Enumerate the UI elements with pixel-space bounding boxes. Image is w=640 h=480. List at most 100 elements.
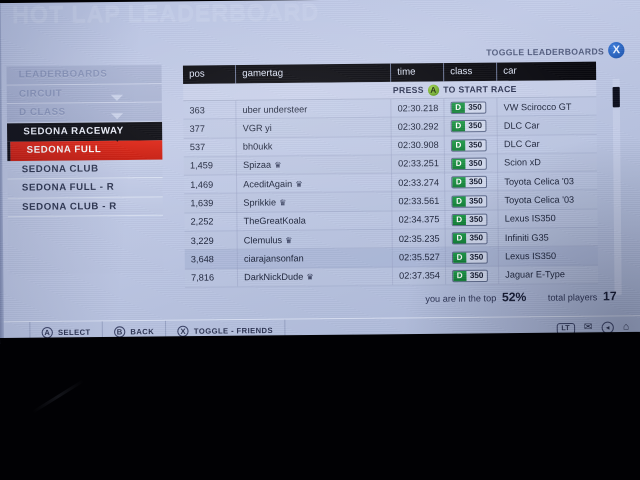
column-header-pos: pos	[182, 65, 237, 84]
cell-car: Infiniti G35	[504, 231, 549, 243]
sidebar-item-circuit[interactable]: CIRCUIT	[6, 83, 162, 104]
cell-class: D 350	[444, 135, 498, 155]
performance-index: 350	[469, 195, 483, 206]
crown-icon: ♛	[306, 272, 314, 282]
performance-index: 350	[469, 270, 484, 280]
scrollbar-thumb[interactable]	[612, 86, 620, 108]
sidebar-item-label: CIRCUIT	[18, 87, 63, 100]
cell-pos: 537	[183, 137, 237, 157]
cell-pos: 3,648	[184, 249, 238, 269]
column-header-gamertag: gamertag	[235, 63, 392, 84]
class-badge: D 350	[451, 232, 488, 245]
gamertag-text: VGR yi	[242, 122, 272, 134]
cell-gamertag: ciarajansonfan	[237, 248, 393, 269]
crown-icon: ♛	[285, 235, 293, 245]
performance-index: 350	[468, 102, 482, 112]
cell-time: 02:33.561	[392, 191, 446, 211]
sidebar-item-sedona-raceway[interactable]: SEDONA RACEWAY	[7, 121, 163, 142]
sidebar-item-label: SEDONA RACEWAY	[23, 124, 124, 137]
scrollbar[interactable]	[612, 78, 622, 296]
cell-car: Lexus IS350	[504, 213, 556, 224]
cell-class: D 350	[445, 247, 500, 267]
cell-pos: 3,229	[184, 230, 238, 251]
cell-gamertag: DarkNickDude ♛	[237, 266, 394, 287]
sidebar-item-sedona-club[interactable]: SEDONA CLUB	[7, 159, 163, 180]
cell-pos: 2,252	[184, 212, 238, 232]
cell-pos: 1,469	[183, 174, 238, 195]
class-letter: D	[451, 139, 466, 152]
chevron-down-icon	[111, 133, 124, 142]
sidebar-item-leaderboards[interactable]: LEADERBOARDS	[6, 64, 162, 86]
sidebar: LEADERBOARDS CIRCUIT D CLASS SEDONA RACE…	[6, 64, 164, 275]
cell-class: D 350	[445, 228, 499, 248]
class-letter: D	[451, 120, 465, 133]
cell-time: 02:30.908	[391, 135, 445, 155]
class-badge: D 350	[450, 120, 487, 133]
cell-class: D 350	[445, 265, 500, 285]
gamertag-text: bh0ukk	[242, 141, 273, 152]
cell-car: Lexus IS350	[504, 250, 557, 262]
cell-gamertag: bh0ukk	[236, 136, 392, 157]
class-badge: D 350	[451, 176, 488, 189]
close-icon[interactable]: X	[608, 41, 625, 59]
sidebar-item-sedona-full-r[interactable]: SEDONA FULL - R	[7, 177, 163, 199]
gamertag-text: ciarajansonfan	[243, 253, 304, 264]
class-letter: D	[452, 195, 466, 208]
cell-time: 02:30.292	[391, 116, 445, 137]
sidebar-item-sedona-club-r[interactable]: SEDONA CLUB - R	[7, 196, 163, 218]
cell-time: 02:34.375	[392, 210, 446, 230]
cell-gamertag: VGR yi	[236, 117, 392, 138]
cell-car: Toyota Celica '03	[504, 175, 575, 187]
cell-class: D 350	[444, 116, 498, 136]
sidebar-item-d-class[interactable]: D CLASS	[6, 102, 163, 123]
sidebar-item-label: SEDONA FULL - R	[21, 181, 115, 194]
table-body: 363 uber understeer 02:30.218 D 350 VW Sciroc…	[183, 97, 599, 288]
class-letter: D	[452, 176, 466, 189]
cell-time: 02:33.251	[391, 154, 446, 174]
class-badge: D 350	[451, 213, 488, 227]
cell-pos: 363	[183, 100, 237, 120]
column-header-class: class	[444, 62, 498, 82]
button-label: TOGGLE - FRIENDS	[193, 325, 274, 336]
cell-class: D 350	[445, 191, 499, 211]
cell-time: 02:37.354	[392, 266, 447, 286]
performance-index: 350	[468, 139, 483, 150]
game-screen: HOT LAP LEADERBOARD TOGGLE LEADERBOARDS …	[0, 0, 640, 351]
cell-pos: 1,639	[184, 193, 238, 213]
performance-index: 350	[469, 233, 484, 243]
sidebar-item-label: LEADERBOARDS	[18, 68, 108, 81]
table-row[interactable]: 7,816 DarkNickDude ♛ 02:37.354 D 350 Jaguar E-…	[184, 265, 599, 288]
column-header-time: time	[390, 63, 445, 82]
class-letter: D	[453, 269, 467, 283]
cell-gamertag: AceditAgain ♛	[237, 173, 393, 194]
gamertag-text: DarkNickDude	[244, 271, 304, 283]
cell-car: VW Scirocco GT	[503, 101, 572, 112]
cell-class: D 350	[444, 97, 498, 117]
top-percent-value: 52%	[501, 289, 527, 305]
cell-pos: 1,459	[183, 156, 238, 176]
performance-index: 350	[468, 158, 483, 168]
class-badge: D 350	[451, 194, 488, 208]
cell-time: 02:33.274	[392, 172, 446, 193]
chevron-down-icon	[110, 94, 124, 101]
photo-dark-fill	[0, 344, 640, 480]
toggle-leaderboards-label[interactable]: TOGGLE LEADERBOARDS	[486, 46, 605, 58]
cell-gamertag: uber understeer	[236, 98, 392, 119]
class-letter: D	[452, 157, 466, 171]
cell-car: DLC Car	[503, 120, 540, 131]
performance-index: 350	[469, 251, 484, 262]
cell-gamertag: Sprikkie ♛	[237, 192, 393, 213]
class-badge: D 350	[450, 101, 487, 115]
performance-index: 350	[468, 121, 483, 131]
cell-time: 02:35.527	[392, 247, 446, 267]
class-badge: D 350	[451, 250, 488, 264]
sidebar-item-sedona-full[interactable]: SEDONA FULL	[7, 140, 163, 161]
leaderboard-stats: you are in the top 52% total players 17	[425, 289, 616, 305]
button-label: SELECT	[57, 327, 91, 338]
sidebar-item-label: D CLASS	[19, 106, 66, 119]
leaderboard-table: pos gamertag time class car PRESS A TO S…	[182, 61, 599, 288]
press-prefix: PRESS	[392, 84, 424, 96]
class-letter: D	[452, 251, 467, 264]
sidebar-item-label: SEDONA CLUB - R	[22, 200, 117, 213]
class-badge: D 350	[452, 269, 489, 283]
